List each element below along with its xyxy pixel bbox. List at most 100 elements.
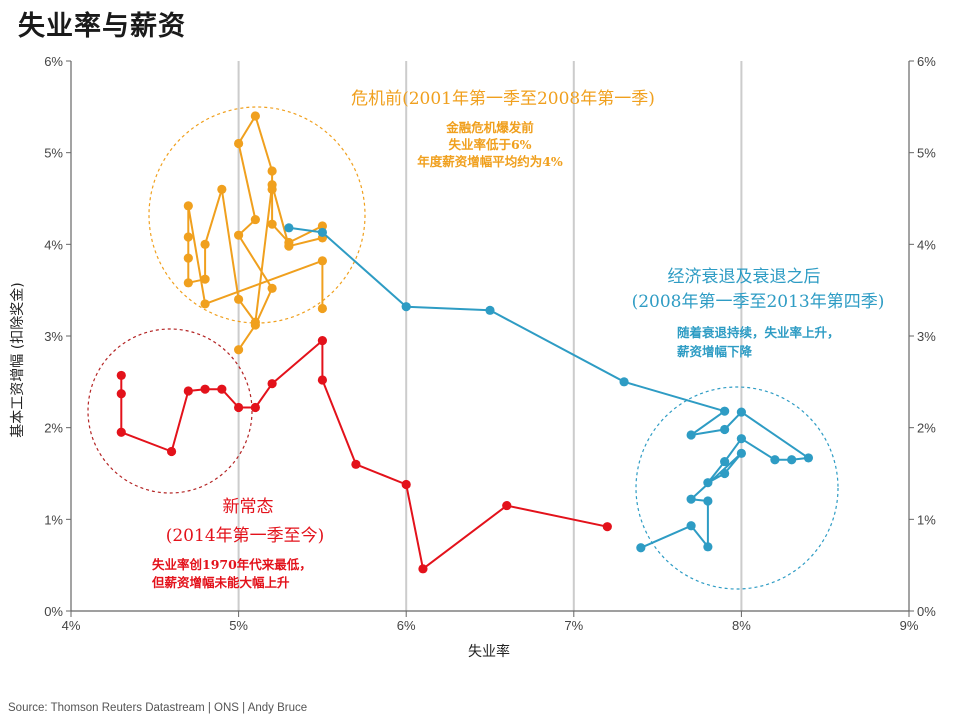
- page-title: 失业率与薪资: [18, 11, 186, 42]
- data-point-pre: [250, 317, 260, 327]
- data-point-pre: [234, 294, 244, 304]
- data-point-pre: [234, 345, 244, 355]
- data-point-recession: [720, 456, 730, 467]
- y-tick-label: 6%: [44, 54, 63, 69]
- data-point-recession: [284, 223, 294, 233]
- data-point-recession: [720, 406, 730, 416]
- pre-crisis-note-1: 金融危机爆发前: [445, 120, 534, 135]
- data-point-recession: [703, 542, 713, 552]
- recession-title-1: 经济衰退及衰退之后: [668, 267, 821, 287]
- data-point-new: [234, 402, 244, 413]
- data-point-new: [401, 479, 411, 490]
- y-tick-label: 3%: [44, 329, 63, 344]
- x-tick-label: 8%: [732, 618, 751, 633]
- y-tick-label: 2%: [44, 421, 63, 436]
- data-point-recession: [703, 478, 713, 488]
- data-point-pre: [250, 214, 260, 225]
- data-point-pre: [234, 230, 244, 240]
- y-tick-label: 0%: [44, 604, 63, 619]
- x-tick-label: 9%: [900, 618, 919, 633]
- x-tick-label: 4%: [62, 618, 81, 633]
- new-normal-circle: [87, 328, 253, 494]
- data-point-new: [602, 522, 612, 532]
- data-point-recession: [636, 543, 646, 553]
- data-point-pre: [234, 138, 244, 149]
- data-point-recession: [686, 494, 696, 504]
- y-tick-label-right: 5%: [917, 146, 936, 161]
- data-point-pre: [183, 201, 193, 211]
- y-tick-label-right: 1%: [917, 512, 936, 527]
- data-point-recession: [686, 430, 696, 440]
- y-axis-label: 基本工资增幅 (扣除奖金): [9, 282, 26, 437]
- y-tick-label-right: 6%: [917, 54, 936, 69]
- data-point-recession: [619, 377, 629, 387]
- data-point-recession: [720, 424, 730, 435]
- data-point-pre: [200, 239, 210, 249]
- data-point-pre: [200, 299, 210, 309]
- new-normal-title-1: 新常态: [223, 497, 274, 517]
- data-point-recession: [317, 227, 327, 238]
- y-tick-label-right: 4%: [917, 237, 936, 252]
- data-point-new: [200, 384, 210, 394]
- data-point-recession: [720, 468, 730, 479]
- data-point-pre: [200, 274, 210, 284]
- pre-crisis-note-3: 年度薪资增幅平均约为4%: [417, 154, 563, 169]
- data-point-recession: [703, 496, 713, 506]
- data-point-new: [267, 379, 277, 389]
- pre-crisis-note-2: 失业率低于6%: [448, 137, 531, 152]
- data-point-new: [116, 389, 126, 399]
- recession-note-1: 随着衰退持续，失业率上升，: [677, 325, 840, 340]
- data-point-new: [418, 564, 428, 574]
- y-tick-label-right: 3%: [917, 329, 936, 344]
- series-line-recession: [288, 226, 810, 549]
- series-layer: [116, 111, 814, 574]
- y-tick-label: 5%: [44, 146, 63, 161]
- data-point-new: [166, 446, 177, 457]
- data-point-pre: [267, 166, 277, 176]
- data-point-recession: [770, 455, 780, 465]
- y-tick-label: 1%: [44, 512, 63, 527]
- data-point-new: [217, 384, 227, 394]
- pre-crisis-circle: [148, 106, 366, 324]
- data-point-recession: [803, 453, 814, 463]
- x-tick-label: 5%: [229, 618, 248, 633]
- data-point-new: [116, 427, 126, 437]
- recession-title-2: (2008年第一季至2013年第四季): [632, 292, 885, 312]
- data-point-pre: [267, 283, 277, 293]
- data-point-new: [502, 500, 512, 511]
- data-point-recession: [736, 407, 747, 417]
- new-normal-note-2: 但薪资增幅未能大幅上升: [151, 575, 290, 590]
- data-point-new: [250, 402, 260, 413]
- data-point-pre: [267, 180, 277, 190]
- data-point-pre: [267, 219, 277, 229]
- data-point-pre: [183, 278, 193, 288]
- data-point-recession: [736, 434, 747, 444]
- data-point-pre: [250, 111, 260, 121]
- x-tick-label: 6%: [397, 618, 416, 633]
- data-point-recession: [787, 455, 797, 465]
- data-point-recession: [401, 302, 411, 312]
- source-note: Source: Thomson Reuters Datastream | ONS…: [8, 702, 308, 714]
- data-point-recession: [485, 305, 495, 315]
- y-tick-label: 4%: [44, 237, 63, 252]
- y-tick-label-right: 2%: [917, 421, 936, 436]
- data-point-new: [351, 459, 361, 469]
- data-point-pre: [217, 184, 227, 194]
- recession-circle: [635, 386, 839, 590]
- data-point-pre: [317, 221, 327, 231]
- data-point-new: [317, 375, 327, 385]
- data-point-new: [183, 386, 193, 396]
- x-axis-label: 失业率: [468, 643, 510, 660]
- data-point-new: [317, 335, 327, 346]
- data-point-pre: [317, 303, 327, 314]
- data-point-recession: [736, 448, 747, 458]
- series-line-pre: [187, 115, 324, 351]
- data-point-recession: [686, 521, 696, 531]
- new-normal-title-2: (2014年第一季至今): [166, 526, 325, 546]
- data-point-pre: [183, 253, 193, 263]
- data-point-pre: [183, 232, 193, 242]
- data-point-pre: [284, 241, 294, 251]
- pre-crisis-title: 危机前(2001年第一季至2008年第一季): [351, 89, 655, 109]
- new-normal-note-1: 失业率创1970年代来最低，: [152, 557, 312, 572]
